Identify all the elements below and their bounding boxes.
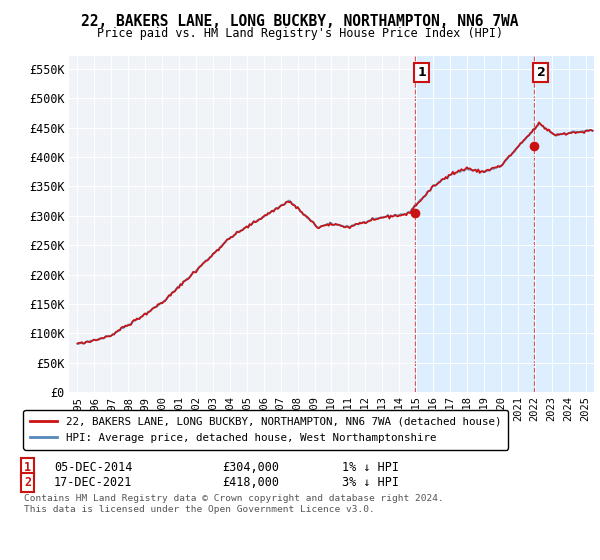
Bar xyxy=(415,56,594,392)
Text: 2: 2 xyxy=(536,66,545,79)
Text: Contains HM Land Registry data © Crown copyright and database right 2024.: Contains HM Land Registry data © Crown c… xyxy=(24,494,444,503)
Text: 1% ↓ HPI: 1% ↓ HPI xyxy=(342,461,399,474)
Text: 2: 2 xyxy=(24,476,31,489)
Text: £418,000: £418,000 xyxy=(222,476,279,489)
Legend: 22, BAKERS LANE, LONG BUCKBY, NORTHAMPTON, NN6 7WA (detached house), HPI: Averag: 22, BAKERS LANE, LONG BUCKBY, NORTHAMPTO… xyxy=(23,410,508,450)
Text: 1: 1 xyxy=(24,461,31,474)
Text: This data is licensed under the Open Government Licence v3.0.: This data is licensed under the Open Gov… xyxy=(24,505,375,515)
Text: £304,000: £304,000 xyxy=(222,461,279,474)
Text: 05-DEC-2014: 05-DEC-2014 xyxy=(54,461,133,474)
Text: 22, BAKERS LANE, LONG BUCKBY, NORTHAMPTON, NN6 7WA: 22, BAKERS LANE, LONG BUCKBY, NORTHAMPTO… xyxy=(81,14,519,29)
Text: 1: 1 xyxy=(418,66,426,79)
Text: 3% ↓ HPI: 3% ↓ HPI xyxy=(342,476,399,489)
Text: Price paid vs. HM Land Registry's House Price Index (HPI): Price paid vs. HM Land Registry's House … xyxy=(97,27,503,40)
Text: 17-DEC-2021: 17-DEC-2021 xyxy=(54,476,133,489)
